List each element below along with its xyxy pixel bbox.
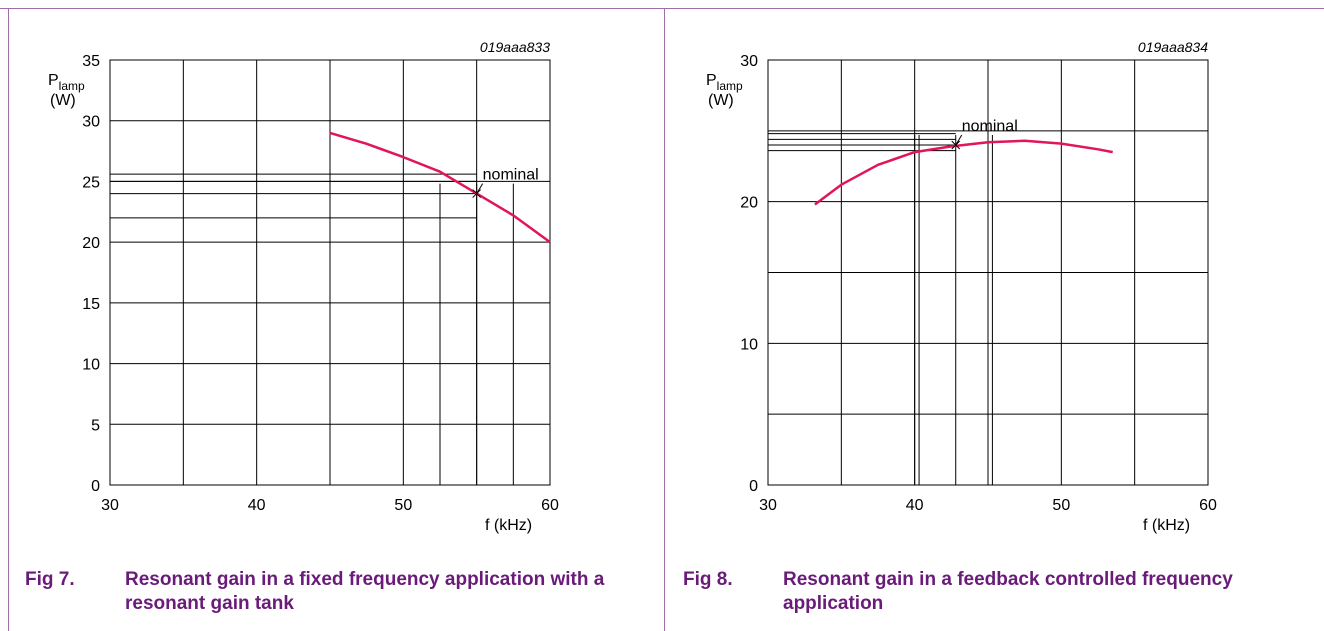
x-tick-label: 50 bbox=[394, 497, 412, 514]
nominal-label: nominal bbox=[962, 118, 1018, 135]
y-tick-label: 0 bbox=[749, 478, 758, 495]
figure-7-caption-text: Resonant gain in a fixed frequency appli… bbox=[125, 569, 605, 614]
y-tick-label: 20 bbox=[740, 195, 758, 212]
nominal-label: nominal bbox=[483, 167, 539, 184]
series-line bbox=[329, 131, 551, 244]
x-tick-label: 60 bbox=[1199, 497, 1217, 514]
frame-top-rule bbox=[0, 8, 1324, 9]
y-tick-label: 10 bbox=[82, 357, 100, 374]
x-tick-label: 50 bbox=[1052, 497, 1070, 514]
figure-8-number: Fig 8. bbox=[683, 569, 733, 590]
x-tick-label: 30 bbox=[101, 497, 119, 514]
y-axis-unit: (W) bbox=[50, 92, 76, 109]
nominal-leader bbox=[955, 134, 963, 146]
y-tick-label: 25 bbox=[82, 174, 100, 191]
figure-code: 019aaa834 bbox=[1138, 39, 1208, 55]
x-tick-label: 30 bbox=[759, 497, 777, 514]
y-tick-label: 5 bbox=[91, 417, 100, 434]
x-axis-label: f (kHz) bbox=[1143, 517, 1190, 534]
y-tick-label: 10 bbox=[740, 336, 758, 353]
y-axis-label: Plamp bbox=[48, 72, 85, 93]
y-axis-label: Plamp bbox=[706, 72, 743, 93]
figure-8-chart: 30 40 50 60 0 10 20 30 Plamp(W) f (kHz) 019aaa834 n… bbox=[706, 39, 1217, 534]
series-line bbox=[814, 139, 1113, 206]
x-axis-label: f (kHz) bbox=[485, 517, 532, 534]
figure-7-number: Fig 7. bbox=[25, 569, 75, 590]
plot-frame bbox=[109, 59, 551, 486]
y-tick-label: 0 bbox=[91, 478, 100, 495]
y-tick-label: 20 bbox=[82, 235, 100, 252]
figure-8-caption-text: Resonant gain in a feedback controlled f… bbox=[783, 569, 1233, 614]
x-tick-label: 60 bbox=[541, 497, 559, 514]
y-axis-unit: (W) bbox=[708, 92, 734, 109]
figure-code: 019aaa833 bbox=[480, 39, 550, 55]
y-tick-label: 15 bbox=[82, 296, 100, 313]
frame-left-rule bbox=[8, 8, 9, 631]
y-tick-label: 35 bbox=[82, 53, 100, 70]
figure-7-panel: 30 40 50 60 0 5 10 15 20 25 30 35 Plamp (W) f (kHz) 019… bbox=[10, 0, 660, 631]
figure-8-panel: 30 40 50 60 0 10 20 30 Plamp (W) f (kHz) 019aaa834 n… bbox=[668, 0, 1318, 631]
y-tick-label: 30 bbox=[740, 53, 758, 70]
x-tick-label: 40 bbox=[906, 497, 924, 514]
nominal-leader bbox=[476, 183, 484, 194]
y-tick-label: 30 bbox=[82, 114, 100, 131]
x-tick-label: 40 bbox=[248, 497, 266, 514]
frame-divider bbox=[664, 8, 665, 631]
figure-7-chart: 30 40 50 60 0 5 10 15 20 25 30 35 Plamp(W) f (kHz) 019… bbox=[48, 39, 559, 534]
